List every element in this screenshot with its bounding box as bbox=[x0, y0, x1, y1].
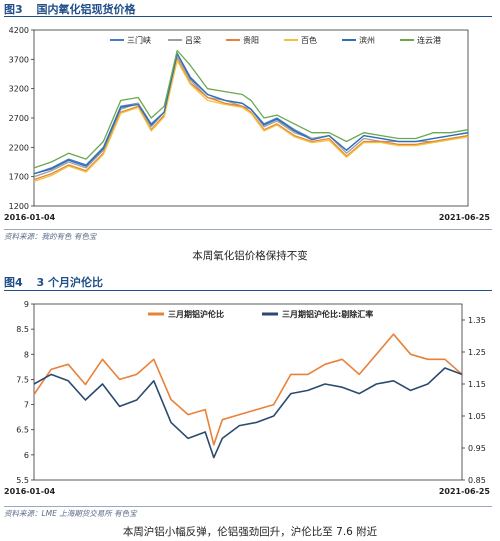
figure1-title: 国内氧化铝现货价格 bbox=[36, 3, 136, 16]
chart1-legend-label-0: 三门峡 bbox=[127, 35, 151, 45]
chart1-legend-label-3: 百色 bbox=[301, 35, 317, 45]
chart1-x-start-label: 2016-01-04 bbox=[4, 213, 56, 222]
chart1-series-line-4 bbox=[33, 52, 469, 175]
chart1-y-tick-label: 3700 bbox=[9, 55, 29, 64]
figure1-caption: 本周氧化铝价格保持不变 bbox=[192, 250, 308, 262]
chart2-left-y-tick-label: 5.5 bbox=[16, 476, 29, 485]
chart2-lines bbox=[33, 333, 463, 459]
chart1-legend-label-1: 吕梁 bbox=[185, 36, 201, 45]
chart2-left-y-tick-label: 7 bbox=[24, 401, 29, 410]
chart2-right-y-tick-label: 1.15 bbox=[468, 380, 486, 389]
chart2-series-line-0 bbox=[33, 333, 463, 446]
chart1-lines bbox=[33, 49, 469, 183]
chart1-y-tick-label: 2200 bbox=[9, 143, 29, 152]
figure1-bottom-rule bbox=[4, 229, 492, 230]
chart2-left-y-tick-label: 9 bbox=[24, 300, 29, 309]
chart2-series-line-1 bbox=[33, 367, 463, 459]
chart2-axes: 5.5 6 6.5 7 7.5 8 8.5 9 0.85 0.95 1.05 1.15 1.25 1.35… bbox=[4, 300, 490, 496]
chart2-right-y-tick-label: 1.25 bbox=[468, 348, 486, 357]
chart2-x-end-label: 2021-06-25 bbox=[439, 487, 491, 496]
chart1-y-tick-label: 2700 bbox=[9, 114, 29, 123]
chart1-y-tick-label: 1700 bbox=[9, 173, 29, 182]
chart1-series-line-3 bbox=[33, 59, 469, 183]
chart2-right-y-tick-label: 1.05 bbox=[468, 412, 486, 421]
alumina-price-chart: 1200 1700 2200 2700 3200 3700 4200 2016-01-04 20… bbox=[4, 26, 490, 222]
chart1-series-line-1 bbox=[33, 55, 469, 178]
chart2-right-y-tick-label: 1.35 bbox=[468, 316, 486, 325]
chart2-right-y-tick-label: 0.95 bbox=[468, 444, 486, 453]
figure2-source: 资料来源：LME 上海期货交易所 有色宝 bbox=[4, 509, 137, 518]
chart1-y-tick-label: 1200 bbox=[9, 202, 29, 211]
chart2-legend-label-0: 三月期铝沪伦比 bbox=[168, 309, 224, 319]
chart1-series-line-5 bbox=[33, 49, 469, 169]
figure1-source: 资料来源：我的有色 有色宝 bbox=[4, 232, 97, 241]
chart2-left-y-tick-label: 6.5 bbox=[16, 426, 29, 435]
figure2-header: 图4 3 个月沪伦比 bbox=[4, 274, 103, 290]
chart1-legend: 三门峡 吕梁 贵阳 百色 滨州 连云港 bbox=[110, 35, 441, 45]
figure2-label: 图4 bbox=[4, 276, 23, 289]
chart1-legend-label-4: 滨州 bbox=[359, 35, 375, 45]
chart1-legend-label-5: 连云港 bbox=[417, 35, 441, 45]
chart2-plot-frame bbox=[33, 303, 463, 481]
figure1-top-rule bbox=[4, 16, 492, 17]
chart2-left-y-tick-label: 8.5 bbox=[16, 325, 29, 334]
figure2-top-rule bbox=[4, 290, 492, 291]
chart2-left-y-tick-label: 6 bbox=[24, 451, 29, 460]
chart1-y-tick-label: 4200 bbox=[9, 26, 29, 35]
figure2-bottom-rule bbox=[4, 506, 492, 507]
chart1-y-tick-label: 3200 bbox=[9, 85, 29, 94]
chart1-legend-label-2: 贵阳 bbox=[243, 35, 259, 45]
figure1-label: 图3 bbox=[4, 3, 23, 16]
chart2-legend-label-1: 三月期铝沪伦比:剔除汇率 bbox=[282, 309, 373, 319]
chart2-left-y-tick-label: 7.5 bbox=[16, 375, 29, 384]
shfe-lme-ratio-chart: 5.5 6 6.5 7 7.5 8 8.5 9 0.85 0.95 1.05 1.15 1.25 1.35… bbox=[4, 300, 490, 496]
chart2-right-y-tick-label: 0.85 bbox=[468, 476, 486, 485]
figure2-title: 3 个月沪伦比 bbox=[36, 276, 103, 289]
chart1-axes: 1200 1700 2200 2700 3200 3700 4200 2016-01-04 20… bbox=[4, 26, 490, 222]
chart1-plot-frame bbox=[33, 29, 469, 207]
chart2-left-y-tick-label: 8 bbox=[24, 350, 29, 359]
chart1-series-line-2 bbox=[33, 58, 469, 181]
chart1-x-end-label: 2021-06-25 bbox=[439, 213, 491, 222]
chart2-legend: 三月期铝沪伦比 三月期铝沪伦比:剔除汇率 bbox=[148, 309, 373, 319]
figure1-header: 图3 国内氧化铝现货价格 bbox=[4, 1, 136, 17]
figure2-caption: 本周沪铝小幅反弹，伦铝强劲回升，沪伦比至 7.6 附近 bbox=[122, 526, 378, 538]
chart2-x-start-label: 2016-01-04 bbox=[4, 487, 56, 496]
